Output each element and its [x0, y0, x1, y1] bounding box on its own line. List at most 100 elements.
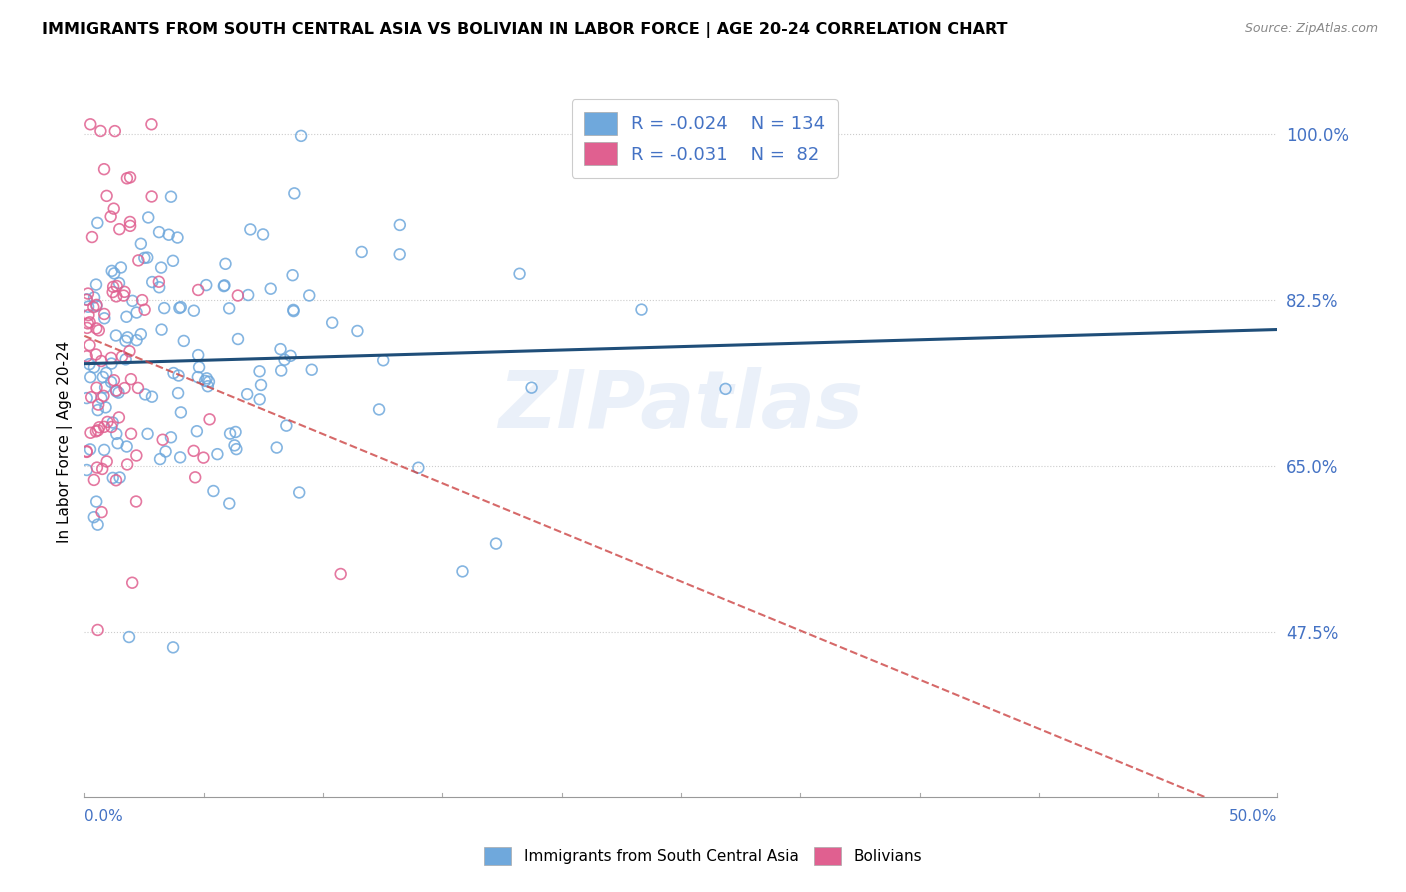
Point [117, 330, 139, 344]
Point [125, 449, 148, 463]
Point [136, 211, 159, 225]
Point [84, 277, 107, 292]
Point [630, 302, 652, 317]
Point [89, 420, 111, 434]
Point [96, 415, 118, 429]
Point [83, 290, 105, 304]
Point [104, 124, 127, 138]
Point [120, 372, 142, 386]
Point [150, 323, 173, 337]
Point [77, 286, 100, 301]
Point [120, 170, 142, 185]
Point [103, 373, 125, 387]
Point [184, 470, 207, 484]
Point [173, 334, 195, 348]
Point [76, 293, 98, 307]
Text: Source: ZipAtlas.com: Source: ZipAtlas.com [1244, 22, 1378, 36]
Point [108, 410, 131, 425]
Point [198, 412, 221, 426]
Point [108, 222, 131, 236]
Point [141, 390, 163, 404]
Point [266, 441, 288, 455]
Point [288, 485, 311, 500]
Point [79, 338, 101, 352]
Point [260, 282, 283, 296]
Point [91, 370, 114, 384]
Point [252, 227, 274, 242]
Point [87, 423, 110, 437]
Point [129, 327, 152, 342]
Point [120, 219, 142, 233]
Point [188, 360, 211, 375]
Point [212, 279, 235, 293]
Point [141, 275, 163, 289]
Point [152, 433, 174, 447]
Point [219, 426, 242, 441]
Point [96, 366, 118, 380]
Point [298, 288, 321, 302]
Point [87, 398, 110, 412]
Point [86, 517, 108, 532]
Point [87, 323, 110, 337]
Point [187, 348, 209, 362]
Point [104, 473, 127, 487]
Point [93, 420, 115, 434]
Point [170, 300, 193, 314]
Point [108, 470, 131, 484]
Point [226, 288, 249, 302]
Point [127, 381, 149, 395]
Point [105, 384, 128, 399]
Point [105, 279, 128, 293]
Point [197, 379, 219, 393]
Point [115, 440, 138, 454]
Point [207, 447, 229, 461]
Point [118, 344, 141, 359]
Point [321, 316, 343, 330]
Point [350, 244, 373, 259]
Point [89, 124, 111, 138]
Point [93, 307, 115, 321]
Point [79, 425, 101, 440]
Point [90, 505, 112, 519]
Point [77, 300, 100, 314]
Point [134, 302, 156, 317]
Point [86, 321, 108, 335]
Point [83, 360, 105, 375]
Point [79, 442, 101, 457]
Point [149, 452, 172, 467]
Point [225, 442, 247, 456]
Point [100, 420, 122, 434]
Point [87, 403, 110, 417]
Point [121, 575, 143, 590]
Point [100, 210, 122, 224]
Point [86, 460, 108, 475]
Point [148, 225, 170, 239]
Point [195, 371, 218, 385]
Point [100, 375, 122, 389]
Point [105, 426, 128, 441]
Point [79, 315, 101, 329]
Point [273, 352, 295, 367]
Point [186, 424, 208, 438]
Point [150, 260, 173, 275]
Point [153, 301, 176, 315]
Point [80, 390, 103, 404]
Point [485, 536, 508, 550]
Point [127, 253, 149, 268]
Point [93, 389, 115, 403]
Point [141, 117, 163, 131]
Point [77, 308, 100, 322]
Point [84, 347, 107, 361]
Point [104, 328, 127, 343]
Point [148, 280, 170, 294]
Point [114, 285, 136, 299]
Text: ZIPatlas: ZIPatlas [498, 368, 863, 445]
Point [115, 458, 138, 472]
Point [193, 450, 215, 465]
Point [105, 384, 128, 398]
Point [114, 381, 136, 395]
Point [281, 268, 304, 283]
Point [290, 128, 312, 143]
Point [101, 416, 124, 430]
Point [76, 317, 98, 331]
